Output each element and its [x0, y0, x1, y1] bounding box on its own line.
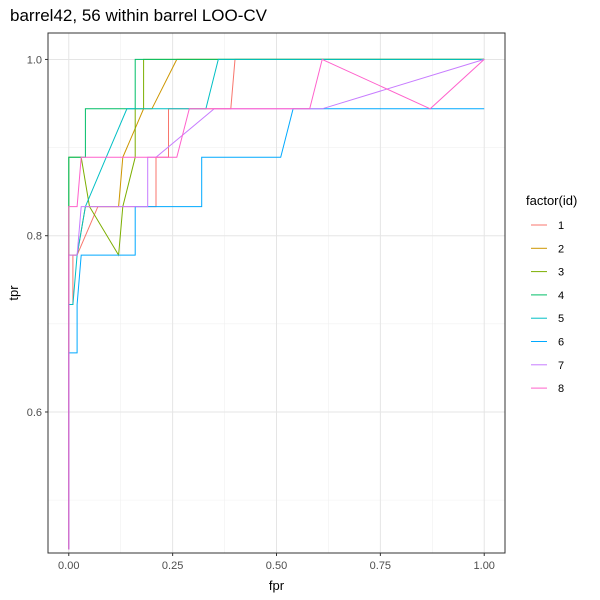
legend-label-7: 7: [558, 360, 564, 372]
series-lines: [68, 58, 485, 550]
gridlines: [48, 33, 505, 553]
series-line-5: [68, 58, 485, 550]
y-axis-ticks: 0.6 0.8 1.0: [27, 54, 48, 419]
x-tick-label: 0.25: [162, 560, 183, 572]
legend-label-3: 3: [558, 267, 564, 279]
legend-label-2: 2: [558, 243, 564, 255]
x-tick-label: 0.75: [370, 560, 391, 572]
legend: factor(id) 1 2 3 4 5 6 7 8: [526, 193, 577, 395]
legend-label-6: 6: [558, 337, 564, 349]
legend-label-4: 4: [558, 290, 564, 302]
y-tick-label: 0.8: [27, 231, 42, 243]
y-tick-label: 0.6: [27, 407, 42, 419]
y-tick-label: 1.0: [27, 54, 42, 66]
x-axis-title: fpr: [269, 578, 285, 593]
series-line-8: [68, 58, 485, 550]
legend-label-5: 5: [558, 313, 564, 325]
y-axis-title: tpr: [6, 285, 21, 301]
legend-items: 1 2 3 4 5 6 7 8: [531, 220, 564, 395]
chart-title: barrel42, 56 within barrel LOO-CV: [10, 6, 268, 25]
x-tick-label: 0.00: [58, 560, 79, 572]
legend-label-8: 8: [558, 383, 564, 395]
x-tick-label: 0.50: [266, 560, 287, 572]
legend-title: factor(id): [526, 193, 577, 208]
x-axis-ticks: 0.00 0.25 0.50 0.75 1.00: [58, 553, 495, 572]
legend-label-1: 1: [558, 220, 564, 232]
series-line-6: [68, 108, 485, 550]
x-tick-label: 1.00: [474, 560, 495, 572]
